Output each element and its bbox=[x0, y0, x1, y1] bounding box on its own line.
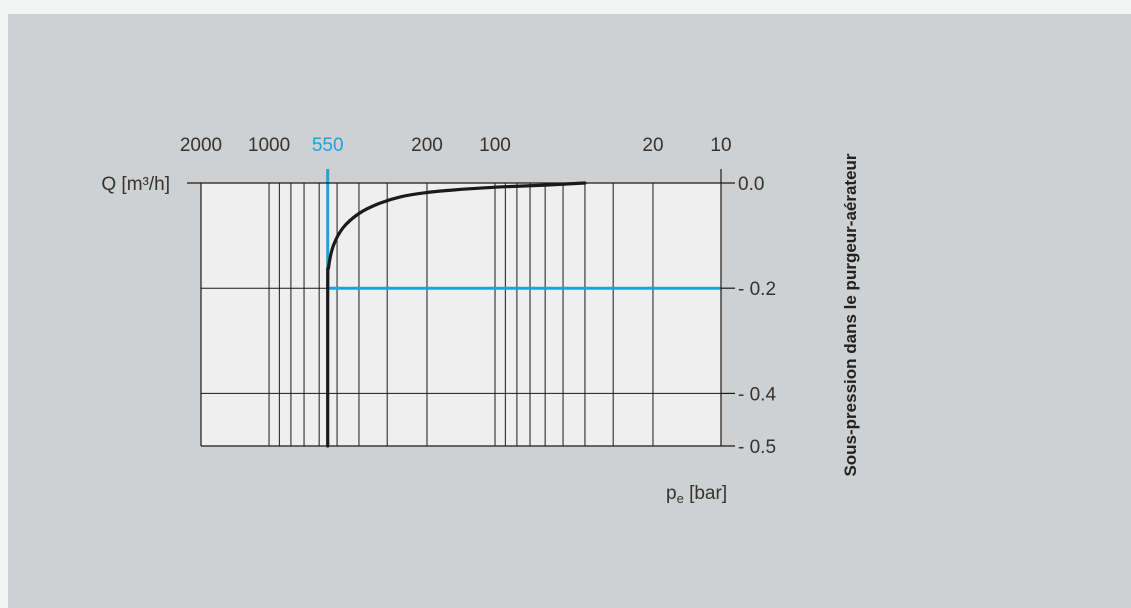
x-tick-label: 2000 bbox=[180, 135, 222, 156]
y-axis-label: Q [m³/h] bbox=[101, 174, 170, 195]
y-tick-label: - 0.2 bbox=[738, 279, 776, 300]
x-tick-label: 1000 bbox=[248, 135, 290, 156]
x-axis-label-main: p bbox=[666, 483, 677, 504]
plot-area bbox=[201, 183, 721, 446]
x-axis-label: pe [bar] bbox=[666, 483, 727, 506]
y-tick-label: - 0.4 bbox=[738, 384, 776, 405]
right-axis-label: Sous-pression dans le purgeur-aérateur bbox=[841, 153, 860, 476]
y-tick-label: - 0.5 bbox=[738, 437, 776, 458]
x-tick-label: 10 bbox=[710, 135, 731, 156]
x-tick-label: 100 bbox=[479, 135, 511, 156]
x-tick-label: 20 bbox=[642, 135, 663, 156]
x-tick-label: 200 bbox=[411, 135, 443, 156]
y-tick-label: 0.0 bbox=[738, 174, 764, 195]
x-tick-label: 550 bbox=[312, 135, 344, 156]
x-axis-label-subscript: e bbox=[677, 491, 684, 506]
x-axis-label-unit: [bar] bbox=[684, 483, 727, 504]
flow-curve bbox=[326, 181, 587, 448]
